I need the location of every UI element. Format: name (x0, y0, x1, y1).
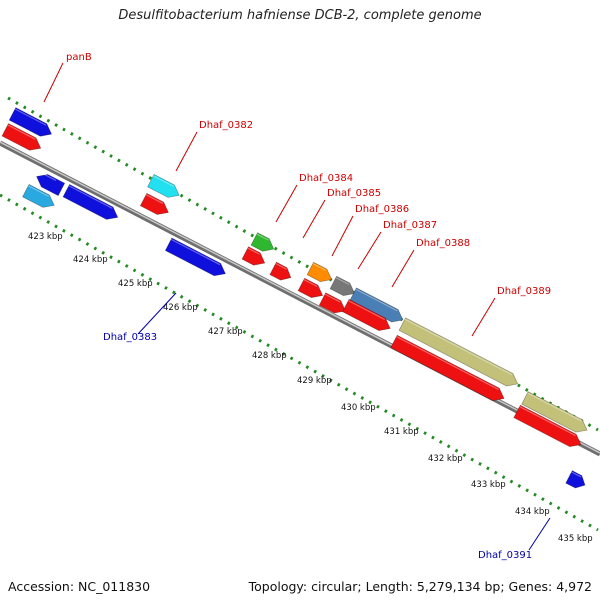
gene-arrow[interactable] (398, 317, 521, 390)
tick-label: 424 kbp (73, 255, 108, 265)
genes-group (1, 107, 591, 492)
gene-arrow[interactable] (241, 246, 268, 270)
gene-arrow[interactable] (513, 404, 584, 451)
tick-label: 434 kbp (515, 507, 550, 517)
gene-arrow[interactable] (349, 287, 406, 326)
gene-arrow[interactable] (1, 123, 44, 155)
ticks-group: 423 kbp 424 kbp 425 kbp 426 kbp 427 kbp 428 k… (28, 232, 593, 544)
gene-arrow[interactable] (164, 237, 228, 280)
gene-label[interactable]: Dhaf_0391 (478, 550, 532, 561)
gene-arrow[interactable] (250, 232, 277, 256)
tick-label: 429 kbp (297, 376, 332, 386)
gene-leader-line (471, 297, 496, 337)
gene-label[interactable]: Dhaf_0386 (355, 204, 409, 215)
gene-arrow[interactable] (521, 391, 591, 437)
accession-text: Accession: NC_011830 (8, 579, 151, 594)
gene-leader-line (391, 249, 415, 288)
gene-leader-line (275, 184, 298, 223)
tick-label: 435 kbp (558, 534, 593, 544)
gene-arrow[interactable] (269, 261, 294, 284)
gene-leader-line (43, 62, 64, 103)
tick-label: 428 kbp (252, 351, 287, 361)
gene-leader-line (528, 517, 551, 551)
gene-arrow[interactable] (565, 470, 588, 492)
tick-label: 431 kbp (384, 427, 419, 437)
gene-leader-line (302, 199, 326, 239)
genome-backbone-highlight (0, 141, 600, 454)
gene-arrow[interactable] (306, 261, 335, 285)
gene-arrow[interactable] (147, 173, 183, 201)
gene-label[interactable]: Dhaf_0384 (299, 173, 353, 184)
page-title: Desulfitobacterium hafniense DCB-2, comp… (118, 8, 482, 23)
gene-leader-line (137, 292, 177, 335)
gene-label[interactable]: Dhaf_0387 (383, 220, 437, 231)
gene-label[interactable]: Dhaf_0389 (497, 286, 551, 297)
gene-arrow[interactable] (8, 107, 55, 141)
lower-ruler (0, 193, 599, 532)
gene-arrow[interactable] (390, 334, 508, 404)
tick-label: 423 kbp (28, 232, 63, 242)
gene-label[interactable]: Dhaf_0388 (416, 238, 470, 249)
gene-arrow[interactable] (318, 292, 349, 317)
genome-backbone (0, 140, 600, 457)
gene-label[interactable]: Dhaf_0383 (103, 332, 157, 343)
gene-arrow[interactable] (62, 183, 121, 223)
gene-label[interactable]: Dhaf_0382 (199, 120, 253, 131)
tick-label: 433 kbp (471, 480, 506, 490)
gene-arrow[interactable] (33, 170, 66, 197)
gene-arrow[interactable] (139, 192, 171, 218)
gene-arrow[interactable] (22, 183, 58, 211)
genome-summary-text: Topology: circular; Length: 5,279,134 bp… (248, 579, 592, 594)
tick-label: 426 kbp (163, 303, 198, 313)
gene-leader-line (175, 131, 198, 172)
tick-label: 432 kbp (428, 454, 463, 464)
labels-group: panB Dhaf_0382 Dhaf_0384 Dhaf_0385 Dhaf_0386… (66, 52, 551, 561)
gene-arrow[interactable] (329, 275, 358, 299)
gene-leader-line (357, 231, 382, 270)
leaders-group (43, 62, 551, 551)
tick-label: 430 kbp (341, 403, 376, 413)
gene-arrow[interactable] (342, 298, 394, 334)
tick-label: 425 kbp (118, 279, 153, 289)
gene-arrow[interactable] (297, 277, 326, 301)
gene-leader-line (331, 215, 354, 257)
gene-label[interactable]: panB (66, 52, 92, 63)
tick-label: 427 kbp (208, 327, 243, 337)
gene-label[interactable]: Dhaf_0385 (327, 188, 381, 199)
